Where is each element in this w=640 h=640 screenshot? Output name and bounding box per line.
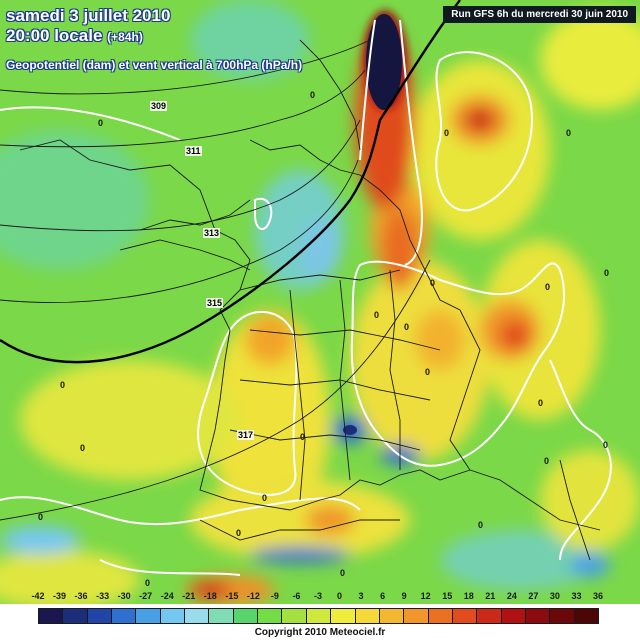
isohypse-315 [0, 0, 461, 364]
colorbar-tick: 36 [592, 591, 603, 601]
colorbar-swatch [476, 608, 502, 624]
zero-label: 0 [544, 456, 550, 466]
isohypse-label: 313 [203, 228, 221, 238]
isohypse-label: 311 [185, 146, 202, 156]
colorbar-tick: -33 [96, 591, 110, 601]
descent-core [343, 425, 357, 435]
zero-label: 0 [262, 493, 268, 503]
zero-label: 0 [425, 367, 431, 377]
parameter-title: Geopotentiel (dam) et vent vertical à 70… [6, 58, 303, 72]
colorbar-tick: -15 [225, 591, 239, 601]
colorbar-swatch [378, 608, 405, 624]
coastlines-and-borders [19, 39, 601, 561]
forecast-offset: (+84h) [107, 30, 143, 44]
colorbar-tick: 15 [442, 591, 453, 601]
colorbar-tick: 6 [380, 591, 386, 601]
colorbar-swatch [451, 608, 478, 624]
colorbar-tick: -12 [246, 591, 260, 601]
colorbar-swatch [257, 608, 283, 624]
colorbar-swatch [159, 608, 186, 624]
colorbar-swatch [232, 608, 259, 624]
strong-ascent-core [366, 14, 402, 110]
zero-label: 0 [80, 443, 86, 453]
colorbar-tick: 21 [485, 591, 496, 601]
zero-label: 0 [310, 90, 316, 100]
isohypse-label: 315 [206, 298, 224, 308]
colorbar-tick: -42 [31, 591, 45, 601]
forecast-date: samedi 3 juillet 2010 [6, 6, 171, 25]
isohypse-label: 309 [150, 101, 168, 111]
colorbar-swatch [281, 608, 307, 624]
colorbar-swatch [403, 608, 429, 624]
colorbar-tick: -18 [203, 591, 217, 601]
zero-label: 0 [566, 128, 572, 138]
colorbar-swatch [354, 608, 380, 624]
colorbar-swatch [62, 608, 88, 624]
forecast-time: 20:00 locale (+84h) [6, 26, 143, 46]
zero-label: 0 [38, 512, 44, 522]
thin-isohypses [0, 39, 431, 521]
zero-label: 0 [545, 282, 551, 292]
colorbar-tick: 12 [420, 591, 431, 601]
colorbar-swatch [330, 608, 356, 624]
zero-label: 0 [145, 578, 151, 588]
zero-label: 0 [98, 118, 104, 128]
colorbar-tick: 27 [528, 591, 539, 601]
colorbar-swatch [86, 608, 113, 624]
colorbar-swatch [549, 608, 575, 624]
colorbar-swatch [135, 608, 161, 624]
colorbar-tick: -30 [117, 591, 131, 601]
zero-label: 0 [340, 568, 346, 578]
colorbar-tick: -9 [270, 591, 279, 601]
colorbar-swatch [500, 608, 526, 624]
colorbar-tick: -3 [313, 591, 322, 601]
colorbar-tick: -27 [139, 591, 153, 601]
zero-label: 0 [430, 278, 436, 288]
zero-label: 0 [603, 440, 609, 450]
colorbar-swatch [184, 608, 210, 624]
colorbar-swatch [573, 608, 599, 624]
colorbar-tick: 24 [506, 591, 517, 601]
colorbar-tick: -39 [53, 591, 67, 601]
zero-label: 0 [60, 380, 66, 390]
colorbar-swatch [208, 608, 234, 624]
colorbar-tick: 0 [337, 591, 343, 601]
colorbar-tick: -36 [74, 591, 88, 601]
zero-label: 0 [604, 268, 610, 278]
zero-contours [0, 19, 612, 576]
zero-label: 0 [300, 432, 306, 442]
zero-label: 0 [538, 398, 544, 408]
copyright: Copyright 2010 Meteociel.fr [254, 627, 386, 638]
colorbar-swatch [38, 608, 64, 624]
colorbar-tick: 18 [463, 591, 474, 601]
colorbar-labels: -42 -39 -36 -33 -30 -27 -24 -21 -18 -15 -12 -9 -6 -3 0… [0, 591, 640, 605]
colorbar-tick: 9 [401, 591, 407, 601]
zero-label: 0 [444, 128, 450, 138]
colorbar-tick: 30 [549, 591, 560, 601]
colorbar-tick: -21 [182, 591, 196, 601]
zero-label: 0 [478, 520, 484, 530]
colorbar-tick: 33 [571, 591, 582, 601]
colorbar-swatch [524, 608, 551, 624]
zero-label: 0 [374, 310, 380, 320]
colorbar-tick: -6 [292, 591, 301, 601]
colorbar-tick: 3 [358, 591, 364, 601]
zero-label: 0 [404, 322, 410, 332]
isohypse-label: 317 [237, 430, 255, 440]
colorbar-swatch [427, 608, 453, 624]
colorbar-swatch [111, 608, 137, 624]
run-info: Run GFS 6h du mercredi 30 juin 2010 [443, 6, 636, 23]
colorbar-tick: -24 [160, 591, 174, 601]
colorbar-swatch [305, 608, 332, 624]
forecast-time-label: 20:00 locale [6, 26, 103, 45]
zero-label: 0 [236, 528, 242, 538]
